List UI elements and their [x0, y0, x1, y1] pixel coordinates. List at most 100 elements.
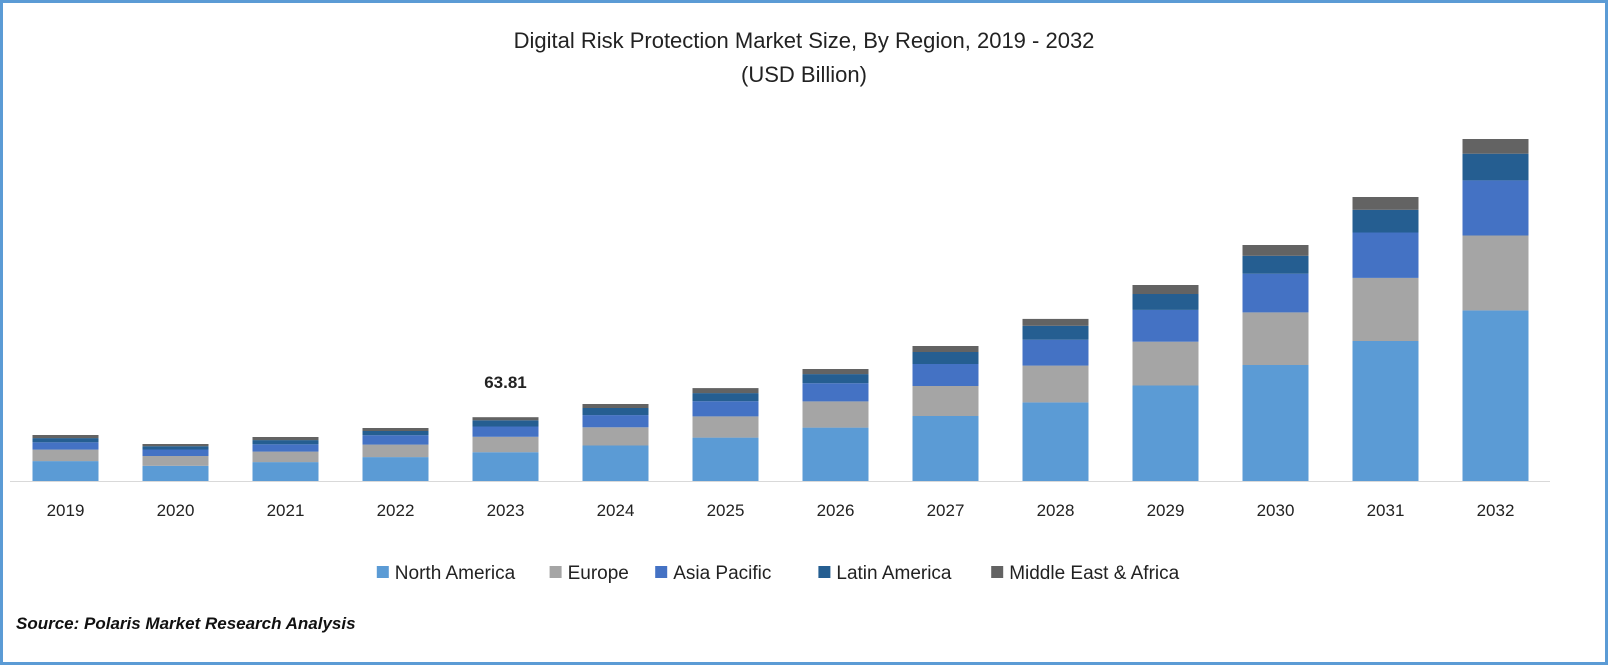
- bar-segment-europe-2029: [1132, 341, 1199, 386]
- bar-segment-europe-2030: [1242, 312, 1309, 365]
- x-tick-label: 2026: [817, 501, 855, 520]
- bar-segment-asia-pacific-2024: [582, 415, 649, 428]
- bar-segment-asia-pacific-2019: [32, 442, 99, 450]
- x-tick-label: 2019: [47, 501, 85, 520]
- bar-segment-europe-2019: [32, 449, 99, 462]
- legend-label: North America: [395, 563, 516, 584]
- x-tick-label: 2030: [1257, 501, 1295, 520]
- bar-segment-north-america-2028: [1022, 402, 1089, 481]
- bar-segment-north-america-2021: [252, 462, 319, 481]
- bar-segment-middle-east-africa-2027: [912, 346, 979, 352]
- legend-label: Latin America: [836, 563, 952, 584]
- bar-segment-latin-america-2028: [1022, 325, 1089, 340]
- bar-segment-latin-america-2026: [802, 374, 869, 384]
- x-tick-label: 2028: [1037, 501, 1075, 520]
- bar-segment-middle-east-africa-2020: [142, 444, 209, 447]
- bar-segment-asia-pacific-2022: [362, 435, 429, 445]
- bar-segment-middle-east-africa-2032: [1462, 139, 1529, 154]
- x-tick-label: 2025: [707, 501, 745, 520]
- legend-swatch-europe: [549, 566, 562, 578]
- bar-segment-middle-east-africa-2026: [802, 369, 869, 375]
- legend-swatch-north-america: [376, 566, 389, 578]
- legend-label: Middle East & Africa: [1009, 563, 1179, 584]
- bar-segment-middle-east-africa-2019: [32, 435, 99, 439]
- x-tick-label: 2027: [927, 501, 965, 520]
- bar-segment-latin-america-2027: [912, 352, 979, 364]
- chart-subtitle: (USD Billion): [741, 62, 867, 87]
- bar-segment-middle-east-africa-2029: [1132, 285, 1199, 294]
- bar-segment-europe-2032: [1462, 235, 1529, 311]
- x-tick-label: 2020: [157, 501, 195, 520]
- bar-segment-europe-2028: [1022, 365, 1089, 403]
- bar-segment-europe-2026: [802, 401, 869, 428]
- bar-segment-latin-america-2025: [692, 393, 759, 402]
- bar-segment-europe-2023: [472, 436, 539, 453]
- bar-segment-north-america-2023: [472, 452, 539, 481]
- bar-segment-europe-2031: [1352, 277, 1419, 341]
- bar-segment-asia-pacific-2030: [1242, 273, 1309, 313]
- x-tick-label: 2021: [267, 501, 305, 520]
- bar-segment-asia-pacific-2028: [1022, 339, 1089, 366]
- bar-segment-latin-america-2019: [32, 438, 99, 443]
- bar-segment-europe-2022: [362, 444, 429, 458]
- x-tick-label: 2031: [1367, 501, 1405, 520]
- bar-segment-latin-america-2020: [142, 446, 209, 450]
- bar-segment-middle-east-africa-2022: [362, 428, 429, 431]
- bar-segment-middle-east-africa-2031: [1352, 197, 1419, 210]
- x-tick-label: 2029: [1147, 501, 1185, 520]
- data-label: 63.81: [484, 373, 527, 392]
- bar-segment-asia-pacific-2032: [1462, 180, 1529, 236]
- bar-segment-latin-america-2021: [252, 440, 319, 445]
- bar-segment-asia-pacific-2031: [1352, 232, 1419, 278]
- bar-segment-europe-2024: [582, 427, 649, 446]
- legend-label: Europe: [568, 563, 629, 584]
- bar-segment-latin-america-2031: [1352, 209, 1419, 233]
- legend-label: Asia Pacific: [673, 563, 771, 584]
- x-tick-label: 2032: [1477, 501, 1515, 520]
- x-tick-label: 2023: [487, 501, 525, 520]
- bar-segment-north-america-2019: [32, 461, 99, 481]
- bar-segment-north-america-2027: [912, 416, 979, 481]
- bar-segment-asia-pacific-2021: [252, 444, 319, 452]
- legend-swatch-asia-pacific: [655, 566, 668, 578]
- bar-segment-asia-pacific-2029: [1132, 309, 1199, 342]
- bar-segment-north-america-2032: [1462, 310, 1529, 481]
- bar-segment-middle-east-africa-2024: [582, 404, 649, 408]
- bar-segment-north-america-2031: [1352, 341, 1419, 481]
- bar-segment-north-america-2026: [802, 427, 869, 481]
- bar-segment-europe-2025: [692, 416, 759, 438]
- bar-segment-latin-america-2024: [582, 408, 649, 416]
- source-note: Source: Polaris Market Research Analysis: [16, 614, 356, 633]
- bar-segment-north-america-2020: [142, 465, 209, 481]
- bar-segment-north-america-2030: [1242, 365, 1309, 481]
- x-tick-label: 2024: [597, 501, 635, 520]
- bar-segment-north-america-2024: [582, 445, 649, 481]
- x-tick-label: 2022: [377, 501, 415, 520]
- legend-swatch-middle-east-africa: [991, 566, 1004, 578]
- bar-segment-north-america-2022: [362, 457, 429, 481]
- bar-segment-north-america-2029: [1132, 385, 1199, 481]
- bar-segment-latin-america-2022: [362, 431, 429, 436]
- bar-segment-middle-east-africa-2030: [1242, 245, 1309, 256]
- bar-segment-latin-america-2023: [472, 420, 539, 427]
- bar-segment-europe-2027: [912, 386, 979, 416]
- bar-segment-asia-pacific-2025: [692, 401, 759, 417]
- bar-segment-middle-east-africa-2028: [1022, 318, 1089, 326]
- bar-segment-europe-2021: [252, 451, 319, 463]
- bar-segment-latin-america-2029: [1132, 294, 1199, 310]
- bar-segment-north-america-2025: [692, 437, 759, 481]
- bar-segment-asia-pacific-2023: [472, 426, 539, 437]
- bar-segment-middle-east-africa-2025: [692, 388, 759, 394]
- bar-segment-latin-america-2030: [1242, 255, 1309, 274]
- bar-segment-middle-east-africa-2023: [472, 417, 539, 421]
- bar-segment-latin-america-2032: [1462, 153, 1529, 181]
- bar-segment-asia-pacific-2026: [802, 383, 869, 402]
- bar-segment-asia-pacific-2027: [912, 364, 979, 386]
- legend-swatch-latin-america: [818, 566, 831, 578]
- bar-segment-middle-east-africa-2021: [252, 437, 319, 441]
- bar-segment-europe-2020: [142, 456, 209, 466]
- bar-segment-asia-pacific-2020: [142, 449, 209, 456]
- chart-title: Digital Risk Protection Market Size, By …: [513, 28, 1095, 53]
